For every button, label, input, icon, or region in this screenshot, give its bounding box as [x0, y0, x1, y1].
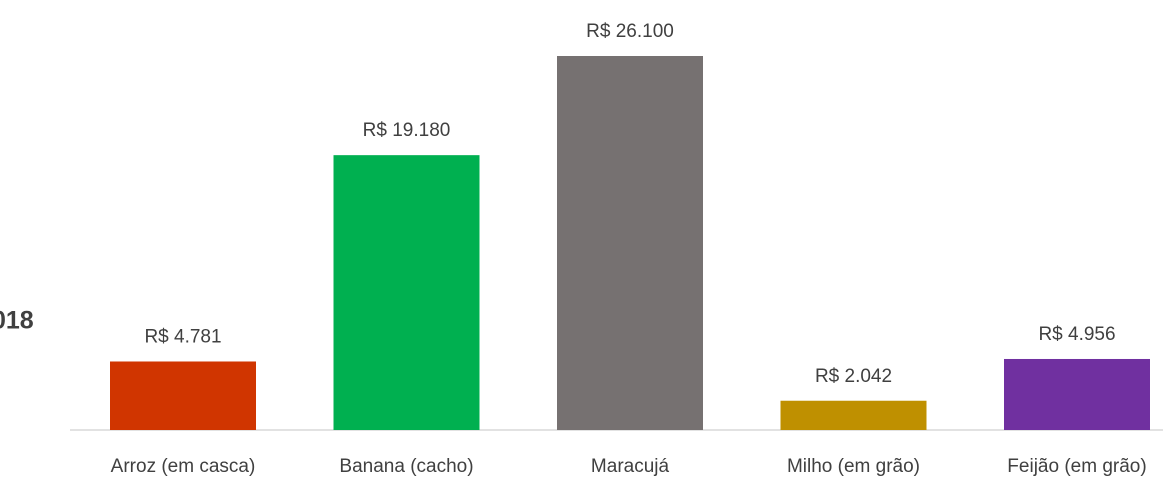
value-label: R$ 4.956: [1038, 324, 1115, 345]
x-tick-label: Milho (em grão): [787, 456, 920, 477]
value-label: R$ 26.100: [586, 21, 674, 42]
value-label: R$ 19.180: [363, 120, 451, 141]
bar: [780, 400, 927, 430]
x-tick-label: Maracujá: [591, 456, 670, 477]
x-tick-label: Banana (cacho): [339, 456, 473, 477]
value-label: R$ 2.042: [815, 366, 892, 387]
bar: [1004, 358, 1150, 430]
x-tick-label: Arroz (em casca): [111, 456, 256, 477]
bar: [110, 361, 256, 430]
x-tick-label: Feijão (em grão): [1007, 456, 1146, 477]
value-label: R$ 4.781: [144, 327, 221, 348]
chart-title: 018: [0, 307, 34, 335]
bar: [333, 155, 480, 430]
bar: [557, 56, 703, 430]
